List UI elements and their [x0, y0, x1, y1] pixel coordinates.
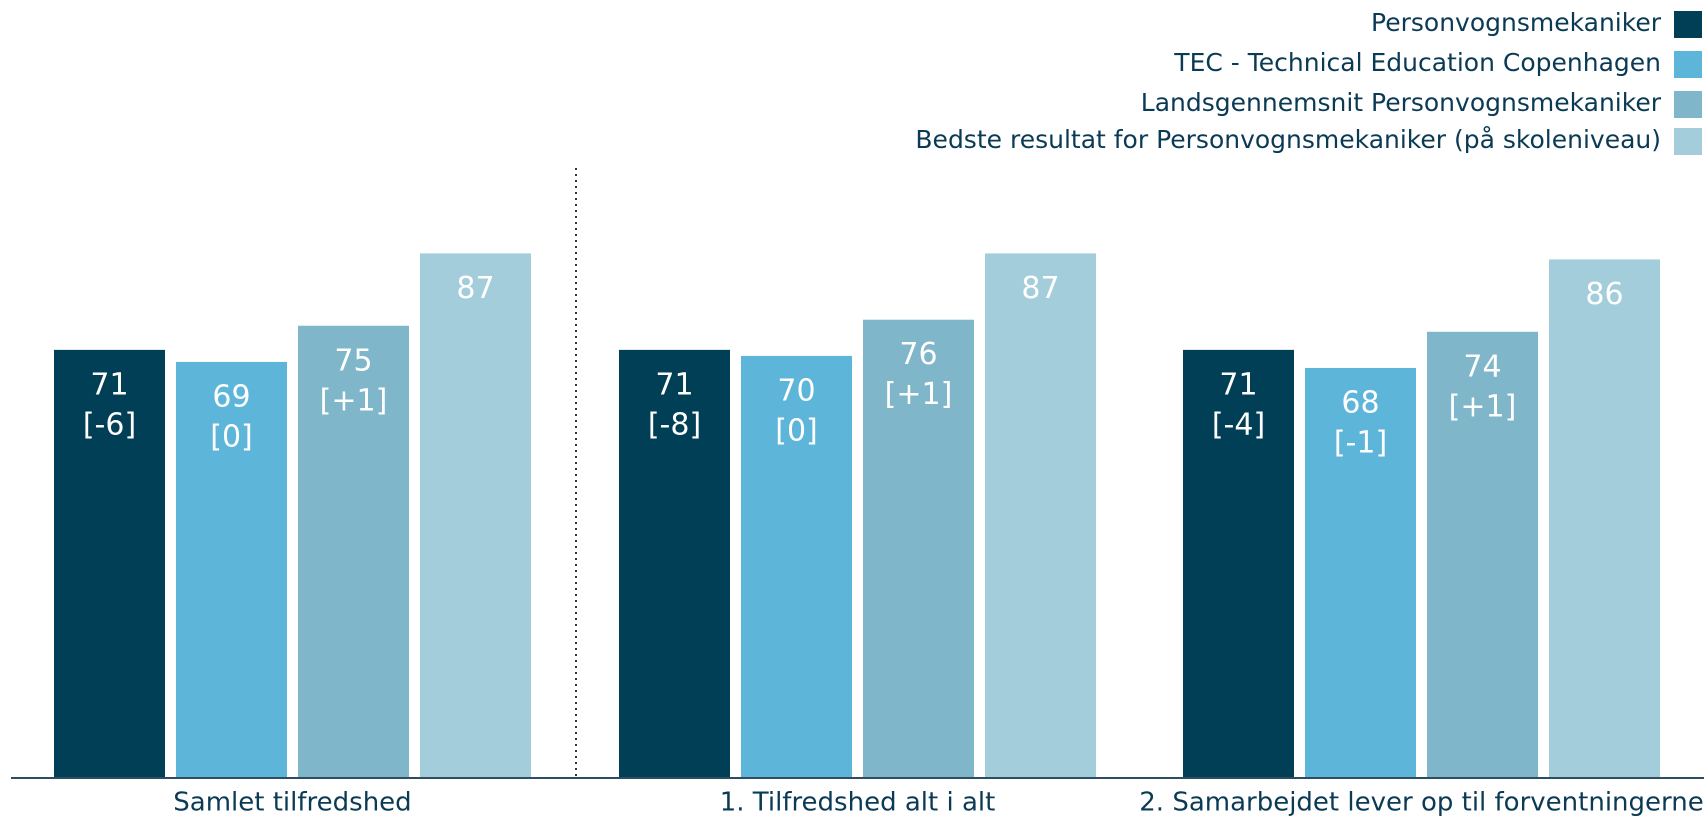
bar: [298, 325, 409, 778]
value-label: 71: [655, 367, 693, 402]
x-tick-label: Samlet tilfredshed: [173, 788, 411, 817]
legend-label: Bedste resultat for Personvognsmekaniker…: [915, 125, 1661, 154]
change-label: [0]: [210, 419, 253, 454]
bar: [54, 349, 165, 778]
bar: [1549, 259, 1660, 778]
legend-label: Landsgennemsnit Personvognsmekaniker: [1141, 88, 1662, 117]
change-label: [+1]: [1449, 389, 1517, 424]
value-label: 68: [1341, 385, 1379, 420]
bar: [1183, 349, 1294, 778]
bar: [420, 253, 531, 778]
change-label: [+1]: [885, 377, 953, 412]
bar: [863, 319, 974, 778]
x-tick-label: 2. Samarbejdet lever op til forventninge…: [1139, 788, 1703, 817]
bar: [985, 253, 1096, 778]
legend-label: Personvognsmekaniker: [1371, 8, 1662, 37]
value-label: 74: [1463, 349, 1501, 384]
bar: [1427, 331, 1538, 778]
change-label: [-6]: [83, 407, 136, 442]
bar: [176, 361, 287, 778]
legend-swatch: [1674, 91, 1702, 118]
value-label: 75: [334, 343, 372, 378]
change-label: [-8]: [648, 407, 701, 442]
legend-swatch: [1674, 51, 1702, 78]
legend-swatch: [1674, 11, 1702, 38]
change-label: [0]: [775, 413, 818, 448]
value-label: 70: [777, 373, 815, 408]
bar: [619, 349, 730, 778]
x-tick-label: 1. Tilfredshed alt i alt: [720, 788, 996, 817]
change-label: [+1]: [320, 383, 388, 418]
value-label: 69: [212, 379, 250, 414]
legend-label: TEC - Technical Education Copenhagen: [1173, 48, 1661, 77]
change-label: [-1]: [1334, 425, 1387, 460]
value-label: 71: [1219, 367, 1257, 402]
bar: [741, 355, 852, 778]
value-label: 71: [90, 367, 128, 402]
legend-swatch: [1674, 128, 1702, 155]
value-label: 76: [899, 337, 937, 372]
value-label: 87: [456, 271, 494, 306]
value-label: 86: [1585, 277, 1623, 312]
value-label: 87: [1021, 271, 1059, 306]
bar: [1305, 367, 1416, 778]
change-label: [-4]: [1212, 407, 1265, 442]
